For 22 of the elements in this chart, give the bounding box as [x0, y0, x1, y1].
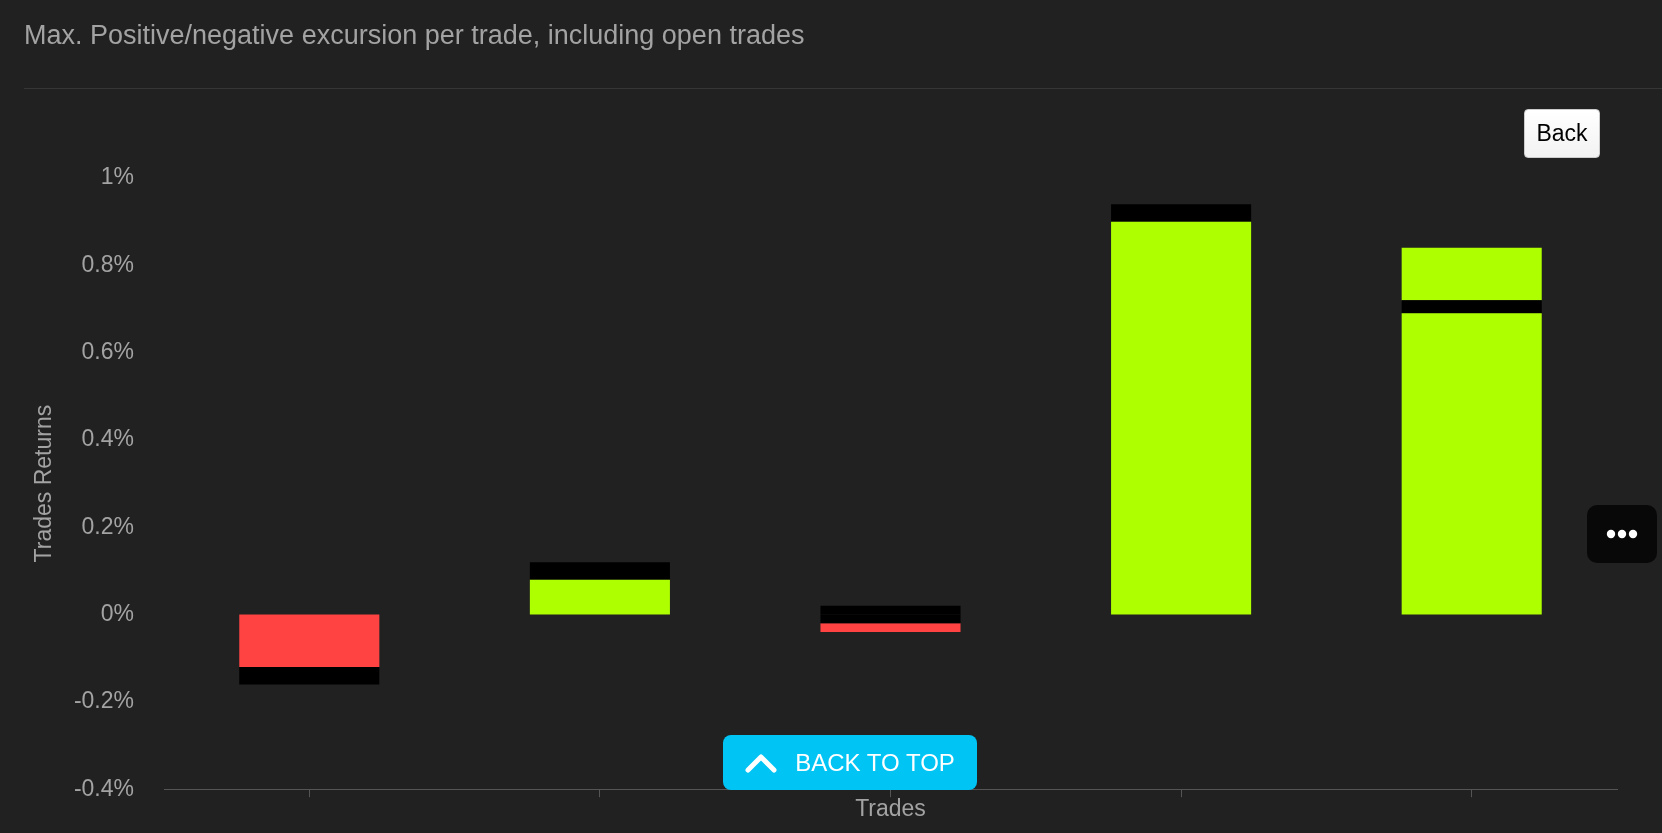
- annotation: BACK TO TOP: [795, 748, 955, 777]
- y-tick-label: 0.2%: [81, 512, 134, 539]
- bar: [239, 666, 380, 685]
- bar: [529, 562, 670, 580]
- bar: [1111, 221, 1252, 615]
- y-tick-label: 0%: [100, 599, 134, 626]
- y-axis-title: Trades Returns: [30, 404, 57, 563]
- y-tick-label: 0.8%: [81, 250, 134, 277]
- x-axis-title: Trades: [855, 794, 926, 821]
- chart-title: Max. Positive/negative excursion per trade, including open trades: [24, 19, 805, 51]
- bar: [820, 623, 961, 633]
- bar: [529, 579, 670, 615]
- back-to-top-button: BACK TO TOP: [723, 735, 977, 790]
- y-tick-label: -0.4%: [73, 774, 134, 801]
- bar: [1401, 313, 1542, 615]
- y-tick-label: 0.4%: [81, 425, 134, 452]
- y-tick-label: 0.6%: [81, 337, 134, 364]
- bar: [1401, 300, 1542, 314]
- y-tick-label: 1%: [100, 163, 134, 190]
- bar: [1111, 204, 1252, 222]
- y-tick-label: -0.2%: [73, 687, 134, 714]
- back-button: Back: [1524, 109, 1600, 158]
